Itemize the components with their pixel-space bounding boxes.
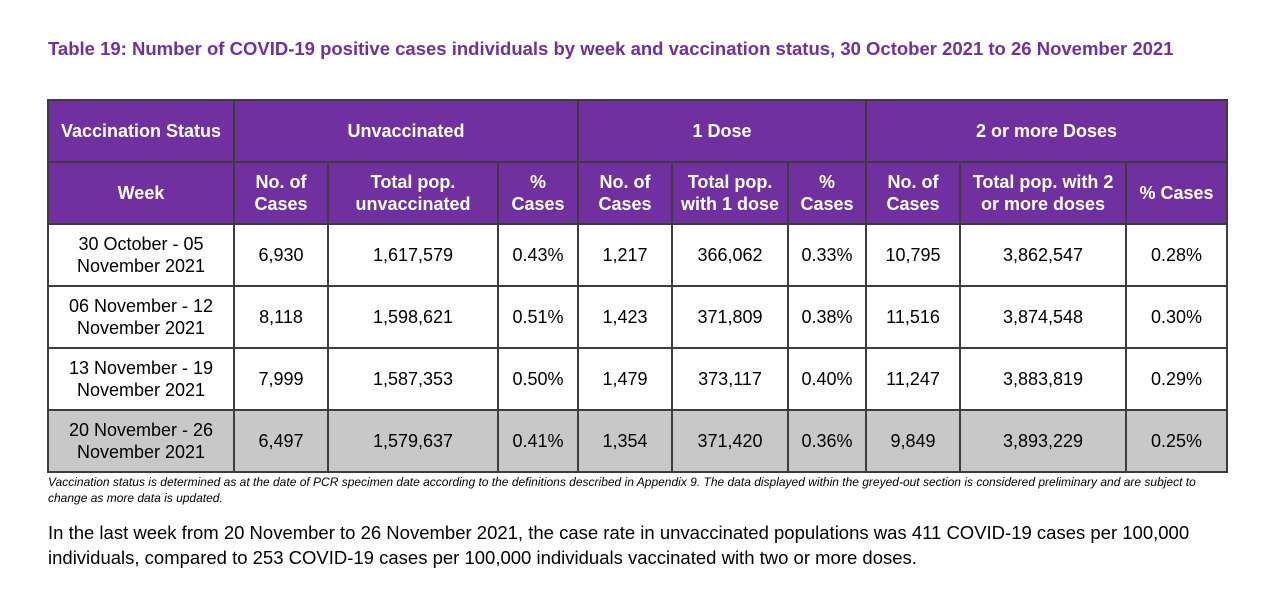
table-cell: 10,795 bbox=[865, 223, 962, 287]
table-cell: 0.29% bbox=[1125, 347, 1229, 411]
table-row: 30 October - 05 November 2021 6,930 1,61… bbox=[47, 223, 1229, 287]
table-cell: 0.40% bbox=[787, 347, 868, 411]
vaccination-status-header: Vaccination Status bbox=[47, 99, 235, 163]
column-header: No. of Cases bbox=[577, 161, 674, 225]
covid-cases-table: Vaccination Status Unvaccinated 1 Dose 2… bbox=[47, 99, 1229, 473]
table-cell: 373,117 bbox=[671, 347, 790, 411]
table-row-preliminary: 20 November - 26 November 2021 6,497 1,5… bbox=[47, 409, 1229, 473]
column-header: No. of Cases bbox=[233, 161, 329, 225]
table-cell: 371,420 bbox=[671, 409, 790, 473]
column-header: Total pop. unvaccinated bbox=[327, 161, 499, 225]
week-cell: 20 November - 26 November 2021 bbox=[47, 409, 235, 473]
table-cell: 0.51% bbox=[496, 285, 580, 349]
table-cell: 1,579,637 bbox=[327, 409, 499, 473]
column-header: % Cases bbox=[787, 161, 868, 225]
table-cell: 0.43% bbox=[496, 223, 580, 287]
table-cell: 3,874,548 bbox=[959, 285, 1128, 349]
table-cell: 1,423 bbox=[577, 285, 674, 349]
table-cell: 3,862,547 bbox=[959, 223, 1128, 287]
table-cell: 1,479 bbox=[577, 347, 674, 411]
table-cell: 11,516 bbox=[865, 285, 962, 349]
table-cell: 3,883,819 bbox=[959, 347, 1128, 411]
table-cell: 11,247 bbox=[865, 347, 962, 411]
table-row: 06 November - 12 November 2021 8,118 1,5… bbox=[47, 285, 1229, 349]
table-title: Table 19: Number of COVID-19 positive ca… bbox=[48, 38, 1174, 59]
table-cell: 8,118 bbox=[233, 285, 329, 349]
table-cell: 0.25% bbox=[1125, 409, 1229, 473]
table-cell: 7,999 bbox=[233, 347, 329, 411]
table-cell: 0.38% bbox=[787, 285, 868, 349]
table-cell: 6,930 bbox=[233, 223, 329, 287]
table-cell: 1,354 bbox=[577, 409, 674, 473]
table-cell: 371,809 bbox=[671, 285, 790, 349]
table-cell: 6,497 bbox=[233, 409, 329, 473]
table-cell: 1,217 bbox=[577, 223, 674, 287]
table-cell: 0.41% bbox=[496, 409, 580, 473]
table-row: 13 November - 19 November 2021 7,999 1,5… bbox=[47, 347, 1229, 411]
table-cell: 1,617,579 bbox=[327, 223, 499, 287]
one-dose-group-header: 1 Dose bbox=[577, 99, 868, 163]
column-header: Total pop. with 2 or more doses bbox=[959, 161, 1128, 225]
table-cell: 9,849 bbox=[865, 409, 962, 473]
summary-paragraph: In the last week from 20 November to 26 … bbox=[48, 522, 1190, 568]
table-cell: 0.50% bbox=[496, 347, 580, 411]
table-cell: 1,587,353 bbox=[327, 347, 499, 411]
column-header: % Cases bbox=[1125, 161, 1229, 225]
column-header: % Cases bbox=[496, 161, 580, 225]
table-cell: 0.36% bbox=[787, 409, 868, 473]
table-footnote: Vaccination status is determined as at t… bbox=[48, 475, 1196, 505]
two-plus-doses-group-header: 2 or more Doses bbox=[865, 99, 1229, 163]
column-header: No. of Cases bbox=[865, 161, 962, 225]
table-cell: 0.28% bbox=[1125, 223, 1229, 287]
week-cell: 30 October - 05 November 2021 bbox=[47, 223, 235, 287]
table-cell: 3,893,229 bbox=[959, 409, 1128, 473]
table-cell: 0.30% bbox=[1125, 285, 1229, 349]
week-cell: 13 November - 19 November 2021 bbox=[47, 347, 235, 411]
table-cell: 0.33% bbox=[787, 223, 868, 287]
column-header: Total pop. with 1 dose bbox=[671, 161, 790, 225]
week-cell: 06 November - 12 November 2021 bbox=[47, 285, 235, 349]
unvaccinated-group-header: Unvaccinated bbox=[232, 99, 580, 163]
table-cell: 1,598,621 bbox=[327, 285, 499, 349]
week-header: Week bbox=[47, 161, 235, 225]
table-cell: 366,062 bbox=[671, 223, 790, 287]
